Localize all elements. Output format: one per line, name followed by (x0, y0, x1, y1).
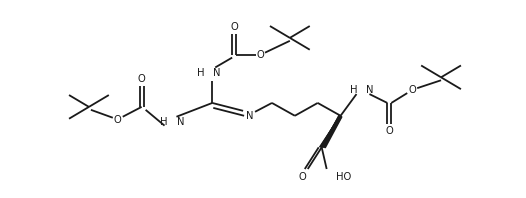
Text: N: N (246, 111, 254, 121)
Text: H: H (197, 68, 204, 78)
Text: O: O (114, 115, 122, 125)
Text: O: O (386, 126, 393, 136)
Text: N: N (177, 117, 185, 127)
Text: H: H (160, 117, 167, 127)
Text: O: O (408, 85, 416, 95)
Text: HO: HO (336, 172, 351, 182)
Text: O: O (256, 50, 264, 60)
Text: O: O (138, 74, 146, 84)
Text: O: O (230, 22, 238, 32)
Text: N: N (213, 68, 221, 78)
Text: H: H (350, 85, 358, 95)
Text: O: O (299, 172, 307, 182)
Text: N: N (367, 85, 374, 95)
